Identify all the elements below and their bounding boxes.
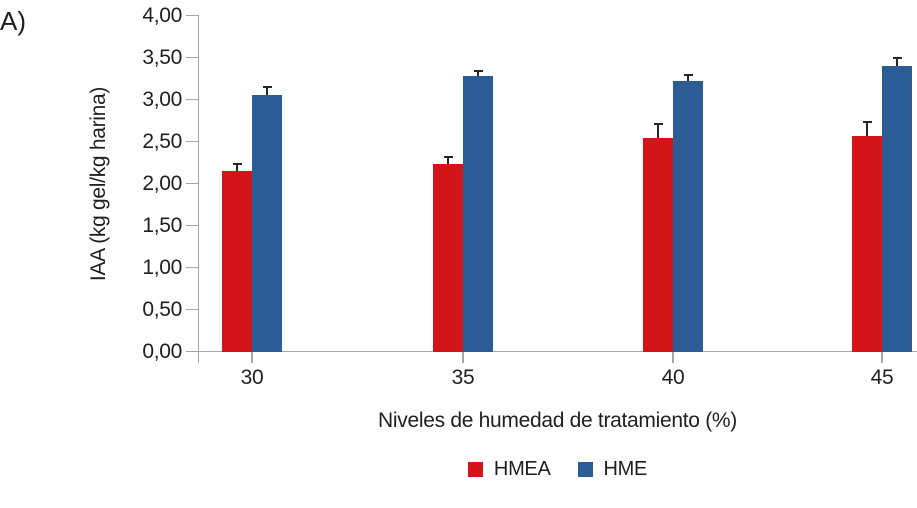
error-bar-line: [236, 164, 238, 171]
x-tick: [251, 352, 253, 363]
y-axis-line: [198, 15, 200, 363]
legend-swatch-hme: [577, 461, 593, 477]
y-tick: [186, 141, 198, 143]
error-bar-line: [477, 71, 479, 76]
error-bar-cap: [443, 156, 453, 158]
legend-label-hme: HME: [603, 458, 648, 480]
x-tick-label: 45: [870, 366, 894, 389]
error-bar-line: [687, 75, 689, 81]
y-tick: [186, 309, 198, 311]
y-axis-title: IAA (kg gel/kg harina): [84, 15, 114, 352]
bar-hme-40: [673, 81, 703, 352]
y-axis-title-text: IAA (kg gel/kg harina): [87, 86, 111, 281]
error-bar-cap: [892, 57, 902, 59]
y-tick-label: 3,00: [142, 88, 182, 111]
y-tick-label: 0,00: [142, 340, 182, 363]
y-tick: [186, 15, 198, 17]
chart-legend: HMEA HME: [198, 459, 917, 479]
x-axis-line: [198, 351, 917, 353]
y-axis-tick-labels: 0,00 0,50 1,00 1,50 2,00 2,50 3,00 3,50 4,00: [118, 4, 182, 363]
y-tick: [186, 267, 198, 269]
y-tick: [186, 351, 198, 353]
y-tick-label: 1,50: [142, 214, 182, 237]
legend-label-hmea: HMEA: [493, 458, 551, 480]
x-tick-label: 40: [661, 366, 685, 389]
y-tick-label: 4,00: [142, 4, 182, 27]
panel-label: A): [0, 6, 26, 36]
y-tick-label: 0,50: [142, 298, 182, 321]
error-bar-line: [896, 58, 898, 66]
error-bar-cap: [232, 163, 242, 165]
bar-hmea-45: [852, 136, 882, 352]
x-tick: [462, 352, 464, 363]
y-tick-label: 1,00: [142, 256, 182, 279]
y-tick-label: 2,50: [142, 130, 182, 153]
error-bar-cap: [683, 74, 693, 76]
bar-hmea-35: [433, 164, 463, 352]
plot-area: 30 35 40 45: [186, 15, 917, 389]
y-tick-label: 2,00: [142, 172, 182, 195]
error-bar-line: [657, 124, 659, 138]
error-bar-cap: [862, 121, 872, 123]
y-tick: [186, 225, 198, 227]
bar-hmea-40: [643, 138, 673, 352]
y-tick: [186, 99, 198, 101]
x-axis-title: Niveles de humedad de tratamiento (%): [378, 409, 737, 432]
bar-hmea-30: [222, 171, 252, 352]
error-bar-cap: [653, 123, 663, 125]
error-bar-cap: [262, 86, 272, 88]
error-bar-line: [866, 122, 868, 136]
bar-hme-45: [882, 66, 912, 352]
error-bar-line: [447, 157, 449, 164]
y-tick-label: 3,50: [142, 46, 182, 69]
y-tick: [186, 57, 198, 59]
x-tick: [881, 352, 883, 363]
bar-hme-35: [463, 76, 493, 352]
legend-swatch-hmea: [467, 461, 483, 477]
error-bar-cap: [473, 70, 483, 72]
x-tick-label: 35: [451, 366, 475, 389]
bar-hme-30: [252, 95, 282, 352]
x-tick: [672, 352, 674, 363]
error-bar-line: [266, 87, 268, 95]
legend-item-hme: HME: [577, 458, 648, 480]
y-tick: [186, 183, 198, 185]
legend-item-hmea: HMEA: [467, 458, 551, 480]
x-tick-label: 30: [240, 366, 264, 389]
